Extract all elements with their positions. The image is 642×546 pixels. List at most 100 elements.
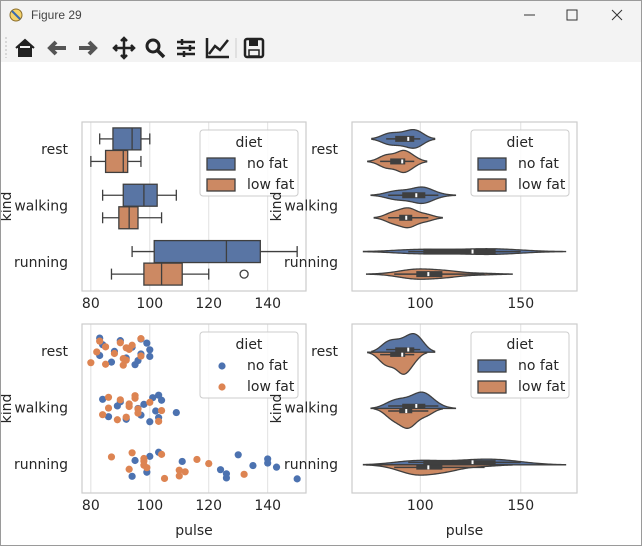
legend-label: low fat	[518, 177, 566, 193]
customize-button[interactable]	[205, 38, 229, 59]
back-button[interactable]	[47, 40, 66, 56]
point	[128, 472, 136, 480]
x-axis-label: pulse	[446, 523, 484, 539]
point	[178, 457, 186, 466]
box	[112, 127, 142, 151]
legend-patch	[206, 178, 236, 192]
point	[107, 453, 116, 461]
axes-frame	[351, 121, 578, 292]
point	[110, 349, 119, 358]
point	[93, 348, 101, 356]
legend-label: no fat	[518, 156, 559, 172]
point	[137, 352, 145, 360]
point	[240, 470, 248, 478]
point	[216, 466, 225, 474]
y-tick-label: running	[284, 255, 338, 271]
legend-box	[199, 331, 299, 399]
legend-label: no fat	[518, 358, 559, 374]
app-icon	[9, 8, 23, 22]
point	[128, 341, 136, 349]
legend-marker	[218, 383, 226, 391]
box	[118, 206, 139, 230]
y-tick-label: walking	[14, 199, 68, 215]
y-axis-label: kind	[0, 192, 15, 222]
point	[107, 358, 116, 366]
point	[160, 474, 169, 483]
point	[99, 411, 107, 419]
legend-title: diet	[236, 135, 263, 151]
legend-label: no fat	[247, 156, 288, 172]
y-axis-label: kind	[269, 192, 285, 222]
point	[146, 398, 154, 406]
box	[143, 262, 183, 286]
point	[131, 456, 139, 465]
x-tick-label: 80	[82, 296, 100, 312]
point	[157, 450, 166, 458]
save-button[interactable]	[243, 37, 265, 59]
point	[272, 463, 281, 471]
box	[104, 149, 129, 174]
y-tick-label: running	[14, 457, 68, 473]
violin	[370, 391, 457, 410]
legend-label: low fat	[247, 379, 295, 395]
close-button[interactable]	[611, 9, 623, 21]
point	[193, 455, 201, 464]
point	[137, 335, 145, 343]
subplot: 100 150 rest walking running kind pulse diet no …	[269, 323, 578, 539]
pan-button[interactable]	[112, 36, 136, 60]
x-tick-label: 120	[195, 296, 222, 312]
flier	[239, 269, 249, 279]
subplots-button[interactable]	[177, 39, 195, 57]
point	[146, 452, 154, 460]
y-tick-label: rest	[311, 344, 338, 360]
toolbar	[0, 32, 642, 62]
y-tick-label: walking	[284, 199, 338, 215]
maximize-button[interactable]	[566, 9, 578, 21]
home-button[interactable]	[15, 38, 35, 57]
point	[87, 359, 95, 367]
violin	[371, 332, 436, 353]
point	[104, 404, 113, 412]
point	[293, 475, 301, 483]
subplot: 80 100 120 140 rest walking running kind diet no …	[0, 121, 307, 312]
point	[152, 407, 160, 415]
x-tick-label: 100	[136, 498, 163, 514]
box	[122, 183, 158, 207]
point	[96, 337, 104, 345]
box	[153, 239, 261, 264]
point	[143, 464, 151, 472]
point	[131, 394, 139, 402]
point	[104, 413, 113, 421]
point	[125, 402, 133, 411]
point	[249, 461, 257, 470]
point	[155, 417, 163, 425]
x-tick-label: 100	[407, 498, 434, 514]
x-tick-label: 120	[195, 498, 222, 514]
point	[125, 465, 133, 473]
subplot: 100 150 rest walking running kind diet no fat lo…	[269, 121, 578, 312]
legend-label: no fat	[247, 358, 288, 374]
point	[119, 361, 127, 369]
point	[99, 395, 107, 403]
y-tick-label: running	[14, 255, 68, 271]
point	[134, 405, 142, 413]
point	[175, 466, 183, 474]
zoom-button[interactable]	[145, 38, 166, 59]
point	[122, 413, 130, 421]
x-tick-label: 140	[254, 498, 281, 514]
x-tick-label: 150	[507, 296, 534, 312]
point	[175, 472, 183, 480]
forward-button[interactable]	[79, 40, 98, 56]
point	[128, 449, 136, 457]
point	[157, 396, 166, 404]
point	[157, 406, 166, 415]
x-axis-label: pulse	[175, 523, 213, 539]
point	[104, 393, 113, 401]
legend-patch	[477, 157, 507, 171]
legend-patch	[206, 157, 236, 171]
y-tick-label: rest	[311, 142, 338, 158]
legend-label: low fat	[247, 177, 295, 193]
axes-frame	[81, 323, 307, 494]
point	[234, 451, 242, 459]
